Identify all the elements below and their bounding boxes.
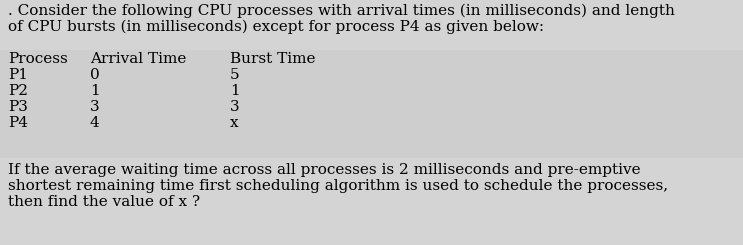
Text: Process: Process [8,52,68,66]
Text: If the average waiting time across all processes is 2 milliseconds and pre-empti: If the average waiting time across all p… [8,163,640,177]
Text: P4: P4 [8,116,28,130]
Bar [0,50,743,158]
Text: of CPU bursts (in milliseconds) except for process P4 as given below:: of CPU bursts (in milliseconds) except f… [8,20,544,34]
Text: . Consider the following CPU processes with arrival times (in milliseconds) and : . Consider the following CPU processes w… [8,4,675,18]
Text: P2: P2 [8,84,28,98]
Text: Arrival Time: Arrival Time [90,52,186,66]
Text: 0: 0 [90,68,100,82]
Text: 1: 1 [90,84,100,98]
Text: shortest remaining time first scheduling algorithm is used to schedule the proce: shortest remaining time first scheduling… [8,179,668,193]
Text: 5: 5 [230,68,240,82]
Text: 4: 4 [90,116,100,130]
Text: P1: P1 [8,68,28,82]
Text: P3: P3 [8,100,28,114]
Text: 1: 1 [230,84,240,98]
Text: then find the value of x ?: then find the value of x ? [8,195,200,209]
Text: x: x [230,116,239,130]
Text: 3: 3 [230,100,240,114]
Text: Burst Time: Burst Time [230,52,316,66]
Text: 3: 3 [90,100,100,114]
